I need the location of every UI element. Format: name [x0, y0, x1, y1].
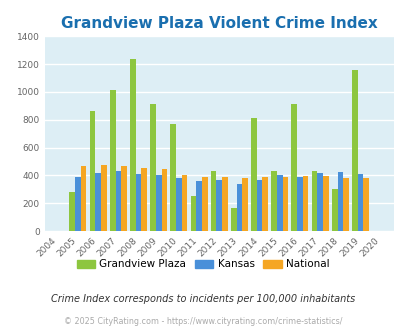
Bar: [282, 177, 288, 231]
Bar: [236, 184, 242, 231]
Bar: [362, 178, 368, 231]
Bar: [190, 196, 196, 231]
Bar: [121, 166, 126, 231]
Bar: [296, 178, 302, 231]
Bar: [276, 175, 282, 231]
Bar: [141, 168, 147, 231]
Bar: [291, 104, 296, 231]
Bar: [150, 104, 156, 231]
Bar: [130, 59, 135, 231]
Bar: [342, 178, 348, 231]
Bar: [176, 178, 181, 231]
Bar: [181, 175, 187, 231]
Title: Grandview Plaza Violent Crime Index: Grandview Plaza Violent Crime Index: [61, 16, 377, 31]
Bar: [156, 175, 161, 231]
Bar: [351, 70, 357, 231]
Bar: [337, 172, 342, 231]
Bar: [110, 90, 115, 231]
Bar: [69, 192, 75, 231]
Legend: Grandview Plaza, Kansas, National: Grandview Plaza, Kansas, National: [72, 255, 333, 274]
Bar: [271, 171, 276, 231]
Bar: [115, 171, 121, 231]
Bar: [302, 176, 308, 231]
Bar: [210, 171, 216, 231]
Bar: [222, 177, 227, 231]
Bar: [262, 178, 267, 231]
Bar: [331, 188, 337, 231]
Bar: [101, 165, 107, 231]
Bar: [135, 174, 141, 231]
Bar: [357, 174, 362, 231]
Bar: [256, 180, 262, 231]
Bar: [216, 180, 222, 231]
Bar: [230, 208, 236, 231]
Bar: [161, 169, 167, 231]
Bar: [90, 112, 95, 231]
Bar: [317, 173, 322, 231]
Bar: [322, 176, 328, 231]
Bar: [75, 177, 81, 231]
Bar: [81, 166, 86, 231]
Bar: [170, 124, 176, 231]
Text: © 2025 CityRating.com - https://www.cityrating.com/crime-statistics/: © 2025 CityRating.com - https://www.city…: [64, 317, 341, 326]
Bar: [95, 173, 101, 231]
Bar: [311, 171, 317, 231]
Bar: [196, 181, 201, 231]
Bar: [242, 178, 247, 231]
Bar: [201, 177, 207, 231]
Bar: [251, 118, 256, 231]
Text: Crime Index corresponds to incidents per 100,000 inhabitants: Crime Index corresponds to incidents per…: [51, 294, 354, 304]
